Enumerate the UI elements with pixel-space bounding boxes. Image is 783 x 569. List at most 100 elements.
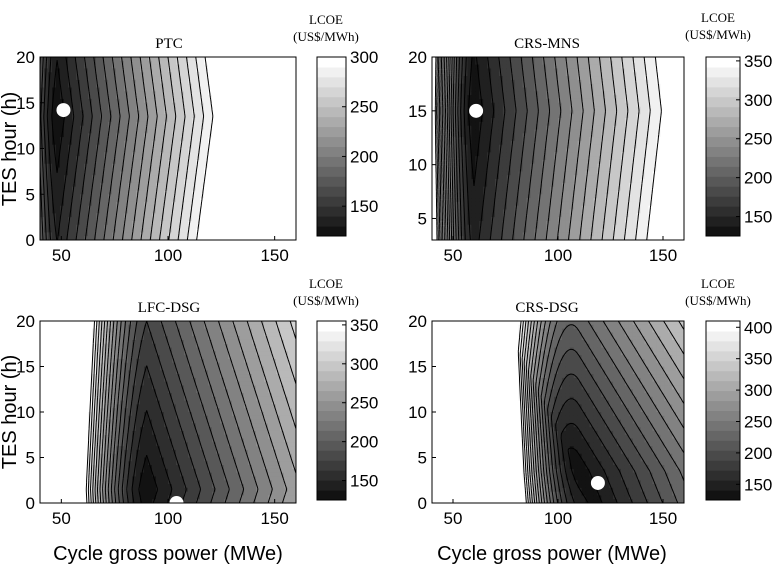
colorbar-band	[706, 206, 740, 216]
colorbar-band	[706, 147, 740, 157]
colorbar-band	[706, 430, 740, 440]
contour-plot	[40, 321, 297, 510]
colorbar-title: LCOE	[309, 12, 343, 27]
y-tick-label: 20	[408, 48, 427, 67]
colorbar-band	[317, 67, 346, 77]
colorbar-band	[317, 450, 346, 460]
x-axis-label: Cycle gross power (MWe)	[53, 543, 283, 565]
colorbar-band	[317, 381, 346, 391]
colorbar-band	[706, 361, 740, 371]
colorbar-band	[317, 127, 346, 137]
x-tick-label: 50	[444, 246, 463, 265]
colorbar-band	[317, 341, 346, 351]
colorbar-band	[317, 420, 346, 430]
colorbar-tick-label: 400	[744, 318, 772, 337]
colorbar-tick-label: 200	[744, 444, 772, 463]
colorbar-band	[317, 371, 346, 381]
colorbar-band	[706, 351, 740, 361]
colorbar: 150 200 250 300 350	[706, 52, 772, 237]
colorbar-tick-label: 150	[350, 197, 378, 216]
colorbar: 150 200 250 300 350 400	[706, 318, 772, 500]
colorbar-band	[706, 411, 740, 421]
contour-plot	[432, 57, 685, 241]
colorbar-title-unit: (US$/MWh)	[685, 27, 751, 42]
colorbar-tick-label: 250	[744, 412, 772, 431]
colorbar-band	[706, 420, 740, 430]
y-tick-label: 15	[408, 102, 427, 121]
colorbar-band	[317, 351, 346, 361]
x-tick-label: 50	[52, 509, 71, 528]
colorbar-title-unit: (US$/MWh)	[293, 293, 359, 308]
colorbar-band	[706, 381, 740, 391]
colorbar-band	[706, 401, 740, 411]
y-tick-label: 5	[418, 449, 427, 468]
y-tick-label: 0	[26, 494, 35, 513]
colorbar-band	[706, 440, 740, 450]
y-tick-label: 10	[408, 403, 427, 422]
y-tick-label: 20	[408, 312, 427, 331]
x-tick-label: 100	[154, 246, 182, 265]
colorbar-band	[706, 450, 740, 460]
colorbar-band	[317, 97, 346, 107]
colorbar-band	[317, 166, 346, 176]
colorbar-band	[706, 391, 740, 401]
x-axis-label: Cycle gross power (MWe)	[437, 543, 667, 565]
colorbar-band	[317, 411, 346, 421]
panel-crs-dsg: CRS-DSG 50 100 150 05101520 Cycle gross po…	[408, 276, 772, 565]
colorbar-band	[706, 156, 740, 166]
colorbar-band	[706, 117, 740, 127]
colorbar-tick-label: 300	[350, 48, 378, 67]
colorbar-band	[317, 176, 346, 186]
colorbar-band	[706, 57, 740, 67]
colorbar-tick-label: 150	[744, 208, 772, 227]
colorbar-band	[706, 480, 740, 490]
colorbar-tick-label: 350	[350, 316, 378, 335]
colorbar-tick-label: 250	[744, 130, 772, 149]
colorbar-tick-label: 200	[744, 169, 772, 188]
contour-plot	[432, 321, 685, 504]
colorbar-tick-label: 250	[350, 394, 378, 413]
x-tick-label: 100	[544, 509, 572, 528]
x-tick-label: 150	[649, 509, 677, 528]
y-axis-label: TES hour (h)	[0, 355, 21, 469]
colorbar-band	[317, 480, 346, 490]
panel-lfc-dsg: LFC-DSG 50 100 150 0 5 10 15 20 TES hour (h) C…	[0, 276, 378, 565]
colorbar-band	[706, 321, 740, 331]
x-tick-label: 50	[52, 246, 71, 265]
colorbar-band	[706, 216, 740, 226]
colorbar-band	[317, 137, 346, 147]
colorbar-band	[706, 137, 740, 147]
colorbar-band	[706, 107, 740, 117]
colorbar-tick-label: 200	[350, 433, 378, 452]
colorbar-band	[706, 186, 740, 196]
colorbar-band	[317, 391, 346, 401]
colorbar-band	[317, 226, 346, 236]
x-tick-label: 100	[544, 246, 572, 265]
colorbar-tick-label: 150	[350, 472, 378, 491]
y-tick-label: 0	[26, 231, 35, 250]
contour-plot	[40, 57, 297, 241]
colorbar-band	[706, 97, 740, 107]
colorbar-band	[317, 361, 346, 371]
colorbar-band	[317, 77, 346, 87]
colorbar-title-unit: (US$/MWh)	[685, 293, 751, 308]
colorbar-band	[317, 321, 346, 331]
colorbar-band	[706, 77, 740, 87]
colorbar-band	[317, 186, 346, 196]
optimum-point	[591, 476, 605, 490]
x-tick-label: 150	[649, 246, 677, 265]
y-tick-label: 5	[26, 185, 35, 204]
colorbar-tick-label: 300	[350, 355, 378, 374]
colorbar-band	[317, 216, 346, 226]
colorbar-tick-label: 150	[744, 475, 772, 494]
colorbar: 150 200 250 300 350	[317, 316, 378, 501]
y-tick-label: 15	[408, 358, 427, 377]
colorbar-band	[317, 156, 346, 166]
panel-crs-mns: CRS-MNS 50 100 150 5101520 150200250300350…	[408, 10, 772, 265]
colorbar-tick-label: 300	[744, 381, 772, 400]
colorbar-band	[317, 196, 346, 206]
colorbar-band	[706, 470, 740, 480]
colorbar-band	[706, 67, 740, 77]
colorbar-tick-label: 350	[744, 350, 772, 369]
